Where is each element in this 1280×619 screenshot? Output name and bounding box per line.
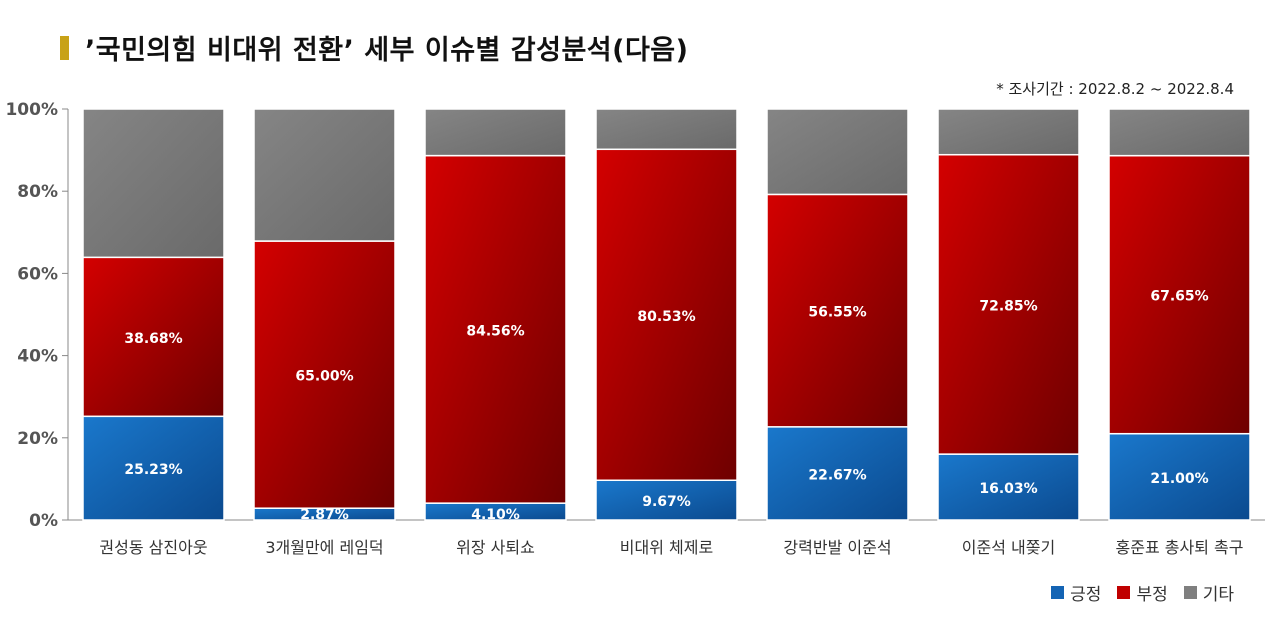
chart-title: ’국민의힘 비대위 전환’ 세부 이슈별 감성분석(다음) <box>85 35 689 66</box>
y-tick-label: 80% <box>17 182 58 202</box>
legend-label: 기타 <box>1202 585 1234 605</box>
x-tick-label: 위장 사퇴쇼 <box>456 538 535 557</box>
data-label: 22.67% <box>808 467 866 483</box>
bar-other <box>424 108 567 157</box>
y-tick-label: 40% <box>17 347 58 367</box>
x-tick-label: 3개월만에 레임덕 <box>265 538 383 557</box>
legend-item: 부정 <box>1117 580 1168 605</box>
bar-negative <box>937 153 1080 455</box>
x-tick-label: 강력반발 이준석 <box>783 538 891 557</box>
data-label: 4.10% <box>471 507 520 523</box>
x-tick-label: 비대위 체제로 <box>620 538 713 557</box>
data-label: 84.56% <box>466 323 524 339</box>
y-tick-label: 100% <box>5 100 58 120</box>
bar-positive <box>766 426 909 521</box>
bar-negative <box>766 193 909 428</box>
legend-swatch <box>1183 586 1197 599</box>
bar-other <box>595 108 738 151</box>
data-label: 2.87% <box>300 507 349 523</box>
data-label: 72.85% <box>979 298 1037 314</box>
survey-period: * 조사기간 : 2022.8.2 ~ 2022.8.4 <box>996 80 1234 98</box>
x-tick-label: 권성동 삼진아웃 <box>99 538 207 557</box>
bar-negative <box>595 148 738 482</box>
y-tick-label: 0% <box>29 511 58 531</box>
legend-item: 긍정 <box>1051 580 1101 605</box>
y-tick-label: 20% <box>17 429 58 449</box>
legend-item: 기타 <box>1183 580 1234 605</box>
bar-positive <box>1108 432 1251 521</box>
data-label: 38.68% <box>124 331 182 347</box>
bar-negative <box>82 256 225 418</box>
bar-other <box>937 108 1080 156</box>
x-tick-label: 이준석 내쫒기 <box>962 538 1055 557</box>
data-label: 9.67% <box>642 494 691 510</box>
bar-positive <box>82 415 225 521</box>
bar-other <box>253 108 396 242</box>
data-label: 21.00% <box>1150 471 1208 487</box>
bar-negative <box>1108 154 1251 435</box>
data-label: 56.55% <box>808 305 866 321</box>
bar-negative <box>424 154 567 504</box>
legend-swatch <box>1117 586 1131 599</box>
data-label: 25.23% <box>124 462 182 478</box>
data-label: 80.53% <box>637 309 695 325</box>
title-block: ’국민의힘 비대위 전환’ 세부 이슈별 감성분석(다음) <box>60 28 689 67</box>
bar-other <box>1108 108 1251 157</box>
title-marker <box>60 35 69 60</box>
data-label: 65.00% <box>295 369 353 385</box>
legend-label: 부정 <box>1136 585 1168 605</box>
bar-negative <box>253 240 396 509</box>
legend-label: 긍정 <box>1070 585 1102 605</box>
bar-other <box>82 108 225 259</box>
data-label: 16.03% <box>979 481 1037 497</box>
x-tick-label: 홍준표 총사퇴 촉구 <box>1116 538 1244 557</box>
bar-other <box>766 108 909 196</box>
legend: 긍정 부정 기타 <box>1051 580 1234 605</box>
y-tick-label: 60% <box>17 264 58 284</box>
data-label: 67.65% <box>1150 289 1208 305</box>
legend-swatch <box>1051 586 1065 599</box>
